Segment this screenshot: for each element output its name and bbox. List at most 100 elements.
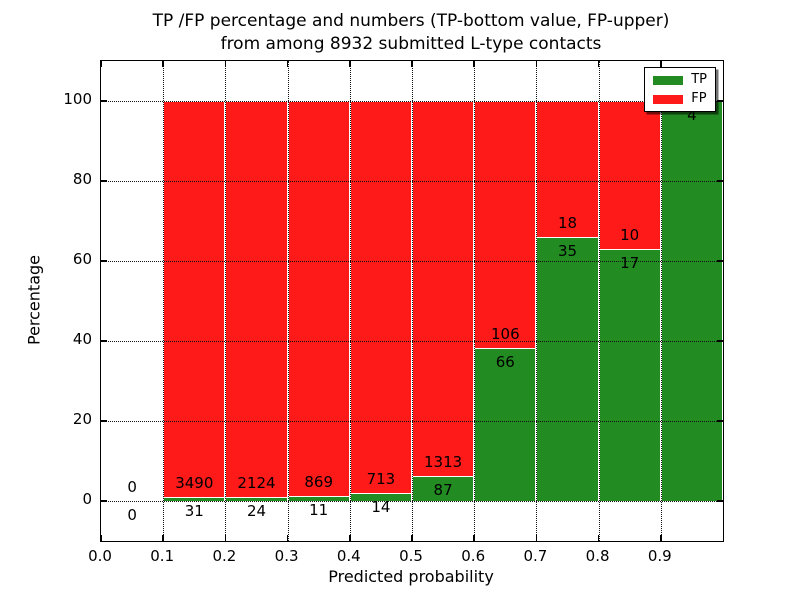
- x-tick-label: 0.4: [336, 547, 361, 565]
- x-gridline: [660, 61, 662, 541]
- x-tick-bottom: [473, 535, 475, 541]
- y-tick-left: [101, 420, 107, 422]
- legend-swatch-tp: [653, 75, 684, 85]
- tp-count-label: 11: [309, 501, 329, 519]
- y-tick-left: [101, 180, 107, 182]
- x-tick-bottom: [411, 535, 413, 541]
- bar-segment-tp: [474, 347, 537, 501]
- x-tick-top: [597, 61, 600, 67]
- bar-segment-fp: [163, 101, 226, 498]
- y-tick-label: 80: [72, 170, 92, 188]
- tp-count-label: 14: [371, 498, 391, 517]
- x-tick-bottom: [100, 535, 102, 541]
- fp-count-label: 3490: [175, 474, 214, 493]
- fp-count-label: 869: [304, 473, 334, 491]
- x-gridline: [536, 61, 538, 541]
- x-tick-top: [349, 61, 351, 67]
- y-tick-left: [101, 100, 107, 102]
- y-tick-right: [717, 180, 723, 182]
- chart-title-line-2: from among 8932 submitted L-type contact…: [220, 34, 602, 54]
- plot-area: TP FP 0 0 3490 31 2124 24 869 11 713 14 1313 87 106 6…: [100, 60, 724, 542]
- x-tick-label: 0.7: [523, 547, 548, 565]
- x-tick-top: [535, 61, 538, 67]
- x-tick-top: [162, 61, 164, 67]
- bar-segment-fp: [598, 101, 661, 250]
- bar-segment-fp: [412, 101, 475, 477]
- tp-count-label: 4: [687, 106, 697, 124]
- tp-count-label: 87: [433, 481, 453, 500]
- x-tick-bottom: [349, 535, 351, 541]
- tp-count-label: 24: [246, 501, 267, 520]
- legend: TP FP: [644, 67, 716, 112]
- x-tick-label: 0.9: [647, 547, 672, 565]
- legend-item-fp: FP: [653, 92, 707, 106]
- x-tick-bottom: [597, 535, 600, 541]
- fp-count-label: 0: [127, 478, 137, 496]
- y-tick-left: [101, 340, 107, 342]
- bar-segment-fp: [474, 101, 537, 348]
- tp-count-label: 31: [184, 502, 204, 521]
- x-tick-label: 0.5: [399, 547, 423, 565]
- chart-title-line-1: TP /FP percentage and numbers (TP-bottom…: [152, 11, 670, 31]
- x-tick-bottom: [224, 535, 227, 541]
- x-tick-top: [100, 61, 102, 67]
- y-tick-label: 40: [72, 330, 92, 348]
- x-gridline: [225, 61, 227, 541]
- y-tick-right: [717, 420, 723, 422]
- legend-swatch-fp: [653, 94, 684, 104]
- bar-segment-fp: [349, 101, 412, 494]
- bar-segment-tp: [412, 476, 475, 501]
- bar-segment-tp: [598, 249, 661, 501]
- tp-count-label: 17: [620, 254, 640, 273]
- x-tick-top: [473, 61, 475, 67]
- legend-label-fp: FP: [691, 91, 707, 106]
- x-tick-bottom: [286, 535, 289, 541]
- y-tick-label: 60: [72, 250, 92, 268]
- bar-segment-tp: [660, 101, 723, 501]
- x-tick-label: 0.6: [461, 547, 486, 565]
- y-tick-left: [101, 260, 107, 262]
- fp-count-label: 18: [557, 213, 578, 232]
- x-gridline: [474, 61, 476, 541]
- y-tick-label: 0: [82, 490, 92, 508]
- y-tick-right: [717, 500, 723, 502]
- fp-count-label: 713: [366, 470, 396, 489]
- x-gridline: [412, 61, 413, 541]
- x-gridline: [349, 61, 351, 541]
- y-tick-right: [717, 100, 723, 102]
- legend-item-tp: TP: [653, 73, 707, 87]
- y-tick-label: 100: [63, 90, 92, 108]
- x-tick-top: [286, 61, 289, 67]
- bar-segment-tp: [536, 236, 599, 501]
- chart-title: TP /FP percentage and numbers (TP-bottom…: [100, 10, 722, 56]
- tp-count-label: 35: [557, 241, 578, 260]
- x-gridline: [598, 61, 600, 541]
- x-tick-bottom: [162, 535, 164, 541]
- x-tick-label: 0.8: [585, 547, 610, 565]
- x-tick-label: 0.1: [150, 547, 175, 565]
- x-tick-bottom: [535, 535, 538, 541]
- tp-count-label: 66: [495, 352, 515, 371]
- y-tick-right: [717, 260, 723, 262]
- fp-count-label: 1313: [424, 453, 463, 472]
- fp-count-label: 2124: [237, 473, 276, 492]
- x-tick-top: [660, 61, 662, 67]
- fp-count-label: 106: [490, 324, 520, 343]
- x-tick-top: [224, 61, 227, 67]
- x-gridline: [287, 61, 289, 541]
- x-gridline: [163, 61, 165, 541]
- x-tick-label: 0.2: [212, 547, 237, 565]
- x-tick-bottom: [660, 535, 662, 541]
- bar-segment-fp: [287, 101, 350, 496]
- y-tick-right: [717, 340, 723, 342]
- tp-count-label: 0: [127, 506, 137, 524]
- bar-segment-fp: [225, 101, 288, 497]
- y-tick-label: 20: [72, 410, 92, 428]
- x-axis-title: Predicted probability: [328, 567, 494, 586]
- x-tick-label: 0.0: [88, 547, 112, 565]
- fp-count-label: 10: [620, 226, 640, 245]
- x-tick-top: [411, 61, 413, 67]
- y-tick-left: [101, 500, 107, 502]
- x-tick-label: 0.3: [274, 547, 299, 565]
